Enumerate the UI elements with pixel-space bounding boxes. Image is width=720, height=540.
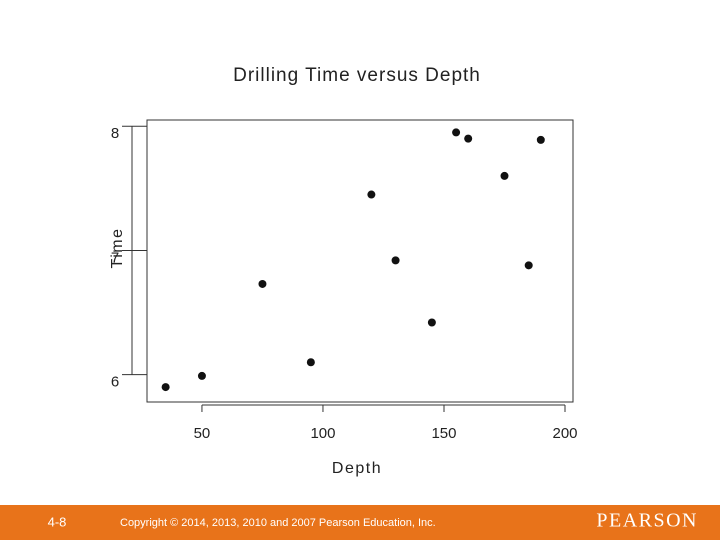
point [258, 279, 267, 288]
x-axis-label: Depth [332, 460, 382, 477]
y-tick-label: 6 [111, 374, 119, 391]
point [197, 371, 206, 380]
point [464, 134, 473, 143]
page-number: 4-8 [48, 514, 67, 529]
x-tick-label: 200 [552, 425, 577, 442]
point [306, 358, 315, 367]
point [427, 318, 436, 327]
x-tick-label: 150 [431, 425, 456, 442]
x-tick-label: 100 [310, 425, 335, 442]
plot-frame [146, 119, 574, 403]
point [161, 383, 170, 392]
point [367, 190, 376, 199]
copyright: Copyright © 2014, 2013, 2010 and 2007 Pe… [120, 517, 436, 529]
x-tick-label: 50 [194, 425, 211, 442]
chart-title: Drilling Time versus Depth [233, 65, 481, 86]
y-tick-label: 8 [111, 125, 119, 142]
point [524, 261, 533, 270]
point [536, 135, 545, 144]
footer-bar [0, 505, 720, 540]
point [391, 256, 400, 265]
y-tick-label: 7 [111, 249, 119, 266]
y-axis-label: Time [109, 228, 126, 269]
brand: PEARSON [596, 510, 698, 532]
point [452, 128, 461, 137]
point [500, 171, 509, 180]
